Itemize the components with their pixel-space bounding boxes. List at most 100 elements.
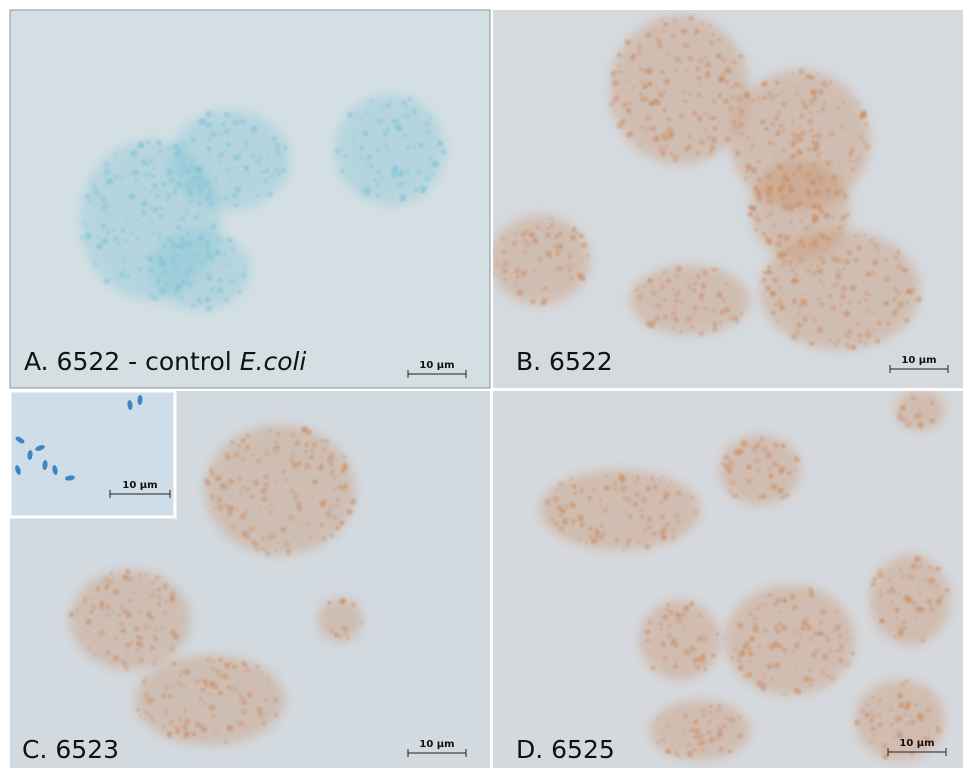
stain (554, 487, 558, 491)
stain (220, 283, 223, 286)
stain (871, 710, 873, 712)
stain (939, 596, 943, 600)
stain (907, 289, 909, 291)
stain (762, 96, 766, 100)
stain (165, 261, 167, 263)
stain (780, 497, 783, 500)
stain (335, 526, 340, 531)
stain (827, 629, 829, 631)
stain (712, 117, 715, 120)
stain (513, 283, 518, 288)
stain (850, 284, 856, 290)
stain (756, 96, 761, 101)
stain (642, 285, 645, 288)
stain (231, 495, 234, 498)
stain (310, 495, 313, 498)
stain (803, 104, 808, 109)
stain (275, 503, 277, 505)
stain (597, 516, 599, 518)
stain (844, 321, 846, 323)
stain (322, 536, 326, 540)
stain (232, 193, 237, 198)
stain (186, 231, 190, 235)
stain (802, 324, 804, 326)
stain (819, 302, 824, 307)
stain (723, 724, 727, 728)
stain (683, 627, 686, 630)
stain (690, 496, 694, 500)
stain (231, 480, 234, 483)
stain (673, 159, 676, 162)
stain (392, 119, 398, 125)
stain (646, 319, 648, 321)
stain (105, 203, 110, 208)
scale-label: 10 µm (901, 355, 936, 366)
stain (904, 595, 910, 601)
stain (432, 173, 435, 176)
stain (184, 719, 190, 725)
stain (690, 325, 694, 329)
stain (844, 311, 850, 317)
stain (377, 119, 382, 124)
stain (155, 638, 158, 641)
stain (123, 609, 129, 615)
stain (153, 167, 156, 170)
stain (878, 723, 882, 727)
stain (781, 263, 785, 267)
stain (164, 600, 167, 603)
stain (666, 724, 669, 727)
stain (144, 188, 147, 191)
stain (676, 709, 678, 711)
stain (924, 689, 926, 691)
stain (725, 137, 730, 142)
stain (261, 720, 266, 725)
stain (648, 620, 652, 624)
stain (239, 696, 244, 701)
stain (242, 438, 245, 441)
stain (235, 154, 241, 160)
stain (663, 108, 667, 112)
stain (191, 138, 196, 143)
stain (809, 592, 815, 598)
stain (504, 239, 506, 241)
stain (246, 434, 250, 438)
stain (335, 149, 340, 154)
stain (678, 72, 680, 74)
stain (366, 186, 371, 191)
stain (787, 607, 789, 609)
stain (275, 147, 280, 152)
stain (632, 53, 636, 57)
stain (167, 732, 173, 738)
stain (646, 486, 651, 491)
stain (407, 97, 412, 102)
stain (663, 269, 669, 275)
stain (653, 31, 657, 35)
stain (573, 491, 577, 495)
stain (675, 274, 679, 278)
stain (771, 311, 775, 315)
stain (178, 717, 182, 721)
stain (926, 599, 931, 604)
stain (566, 245, 568, 247)
stain (128, 577, 133, 582)
stain (205, 272, 211, 278)
stain (123, 205, 126, 208)
stain (936, 592, 939, 595)
stain (110, 572, 113, 575)
stain (106, 650, 111, 655)
stain (717, 93, 722, 98)
stain (321, 465, 324, 468)
stain (184, 713, 186, 715)
stain (155, 596, 157, 598)
stain (702, 636, 708, 642)
stain (809, 172, 811, 174)
stain (113, 250, 115, 252)
stain (668, 304, 670, 306)
stain (185, 242, 191, 248)
stain (793, 630, 797, 634)
scale-label: 10 µm (419, 739, 454, 750)
stain (854, 234, 857, 237)
stain (92, 184, 97, 189)
stain (795, 273, 799, 277)
stain (164, 709, 169, 714)
